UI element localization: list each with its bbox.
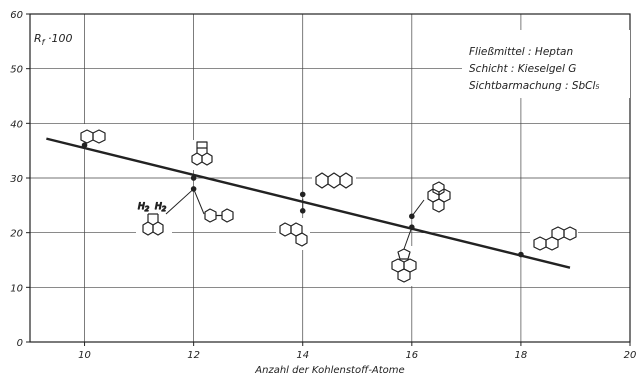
x-tick-label: 12 [187,350,200,361]
h2-label-left: H2 [138,202,150,213]
y-tick-label: 50 [10,65,23,76]
y-tick-label: 0 [17,338,23,349]
data-point [409,224,415,230]
acenaphthene-structure: H2 H2 [136,198,172,240]
data-point [409,213,415,220]
x-axis-label: Anzahl der Kohlenstoff-Atome [254,365,404,376]
data-point [190,175,197,181]
condition-line-2: Schicht : Kieselgel G [469,63,576,75]
y-axis: 0 10 20 30 40 50 60 [10,10,30,349]
acenaphthylene-structure [188,140,216,170]
regression-line [46,137,571,269]
condition-line-3: Sichtbarmachung : SbCl₅ [469,80,600,92]
phenanthrene-structure [276,218,310,250]
condition-line-1: Fließmittel : Heptan [469,46,573,58]
leader-line [403,227,413,250]
conditions-box: Fließmittel : Heptan Schicht : Kieselgel… [462,30,630,98]
x-tick-label: 10 [78,350,91,361]
y-tick-label: 10 [10,283,23,294]
chrysene-structure [530,224,578,254]
y-axis-label: Rf ·100 [34,32,72,47]
data-point [299,191,306,198]
fluoranthene-structure [388,246,420,286]
data-points [81,142,524,258]
y-tick-label: 60 [10,10,23,21]
leader-lines [165,188,425,250]
y-tick-label: 30 [10,174,23,185]
data-point [518,251,524,258]
y-tick-label: 20 [10,229,23,240]
data-point [81,142,88,148]
data-point [299,208,306,214]
x-tick-label: 20 [624,350,637,361]
x-tick-label: 18 [515,350,528,361]
pyrene-structure [422,181,456,218]
y-tick-label: 40 [10,119,23,130]
h2-label-right: H2 [155,202,167,213]
x-tick-label: 14 [296,350,309,361]
x-axis: 10 12 14 16 18 20 [78,342,636,361]
data-point [190,186,197,192]
leader-line [411,199,425,217]
x-tick-label: 16 [405,350,418,361]
naphthalene-structure [78,124,108,144]
biphenyl-structure [200,204,242,228]
leader-line [193,188,205,215]
conditions-box-frame [462,30,630,98]
structure-drawings: H2 H2 [78,124,578,286]
anthracene-structure [312,168,356,192]
leader-line [165,188,194,215]
